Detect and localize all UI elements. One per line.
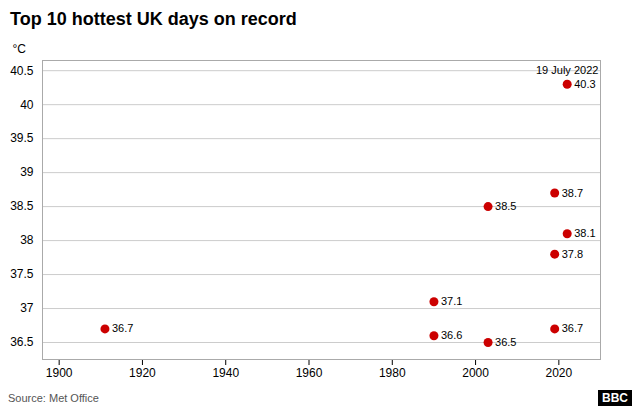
svg-text:36.7: 36.7 — [112, 322, 133, 334]
svg-text:40: 40 — [20, 98, 34, 112]
html-text:Top 10 hottest UK days on reco: Top 10 hottest UK days on record — [10, 9, 297, 29]
svg-text:37.1: 37.1 — [441, 295, 462, 307]
svg-text:1960: 1960 — [296, 366, 323, 380]
svg-text:°C: °C — [13, 42, 27, 56]
svg-text:37.5: 37.5 — [10, 267, 34, 281]
svg-text:39.5: 39.5 — [10, 131, 34, 145]
svg-text:40.3: 40.3 — [574, 78, 595, 90]
html-text:Source: Met Office: Source: Met Office — [8, 392, 99, 404]
svg-text:38.5: 38.5 — [495, 200, 516, 212]
svg-text:38: 38 — [20, 233, 34, 247]
html-text:BBC: BBC — [602, 391, 628, 405]
svg-text:36.5: 36.5 — [10, 335, 34, 349]
svg-text:38.7: 38.7 — [562, 187, 583, 199]
svg-text:38.5: 38.5 — [10, 199, 34, 213]
svg-text:37.8: 37.8 — [562, 248, 583, 260]
svg-text:36.6: 36.6 — [441, 329, 462, 341]
svg-text:1980: 1980 — [379, 366, 406, 380]
svg-text:1920: 1920 — [129, 366, 156, 380]
svg-text:38.1: 38.1 — [574, 227, 595, 239]
svg-text:36.5: 36.5 — [495, 336, 516, 348]
svg-text:19 July 2022: 19 July 2022 — [536, 64, 598, 76]
svg-text:1940: 1940 — [212, 366, 239, 380]
svg-text:37: 37 — [20, 301, 34, 315]
svg-text:36.7: 36.7 — [562, 322, 583, 334]
svg-text:39: 39 — [20, 165, 34, 179]
svg-text:40.5: 40.5 — [10, 64, 34, 78]
svg-text:1900: 1900 — [46, 366, 73, 380]
svg-text:2000: 2000 — [462, 366, 489, 380]
svg-text:2020: 2020 — [546, 366, 573, 380]
